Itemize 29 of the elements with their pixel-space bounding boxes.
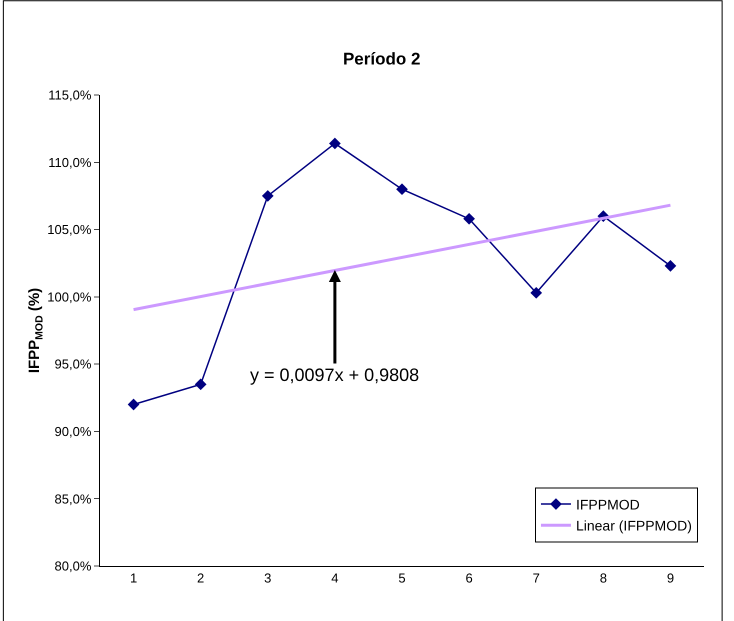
point: [664, 260, 676, 272]
x-tick-label: 9: [666, 570, 674, 586]
x-tick-label: 8: [600, 570, 607, 586]
x-tick-label: 4: [331, 570, 339, 586]
y-tick-label: 105,0%: [47, 222, 92, 238]
annotation: y = 0,0097x + 0,9808: [250, 365, 420, 385]
legend-label: Linear (IFPPMOD): [576, 518, 692, 534]
x-tick-label: 7: [532, 570, 540, 586]
y-tick-label: 100,0%: [47, 289, 92, 304]
x-tick-label: 6: [465, 570, 473, 586]
y-tick-label: 95,0%: [54, 356, 92, 372]
y-tick-label: 80,0%: [54, 558, 92, 574]
point: [463, 212, 475, 225]
point: [396, 183, 408, 196]
x-tick-label: 1: [130, 570, 138, 586]
legend-label: IFPPMOD: [576, 496, 640, 513]
point: [128, 398, 140, 410]
y-tick-label: 110,0%: [48, 154, 92, 170]
x-tick-label: 2: [197, 570, 204, 586]
point: [194, 378, 207, 390]
x-tick-label: 3: [264, 570, 272, 586]
y-tick-label: 85,0%: [54, 491, 92, 506]
point: [262, 190, 274, 202]
point: [329, 138, 341, 150]
point: [530, 286, 542, 299]
x-tick-label: 5: [398, 570, 406, 586]
chart-title: Período 2: [342, 50, 420, 69]
y-tick-label: 90,0%: [54, 424, 92, 439]
y-tick-label: 115,0%: [48, 88, 92, 103]
